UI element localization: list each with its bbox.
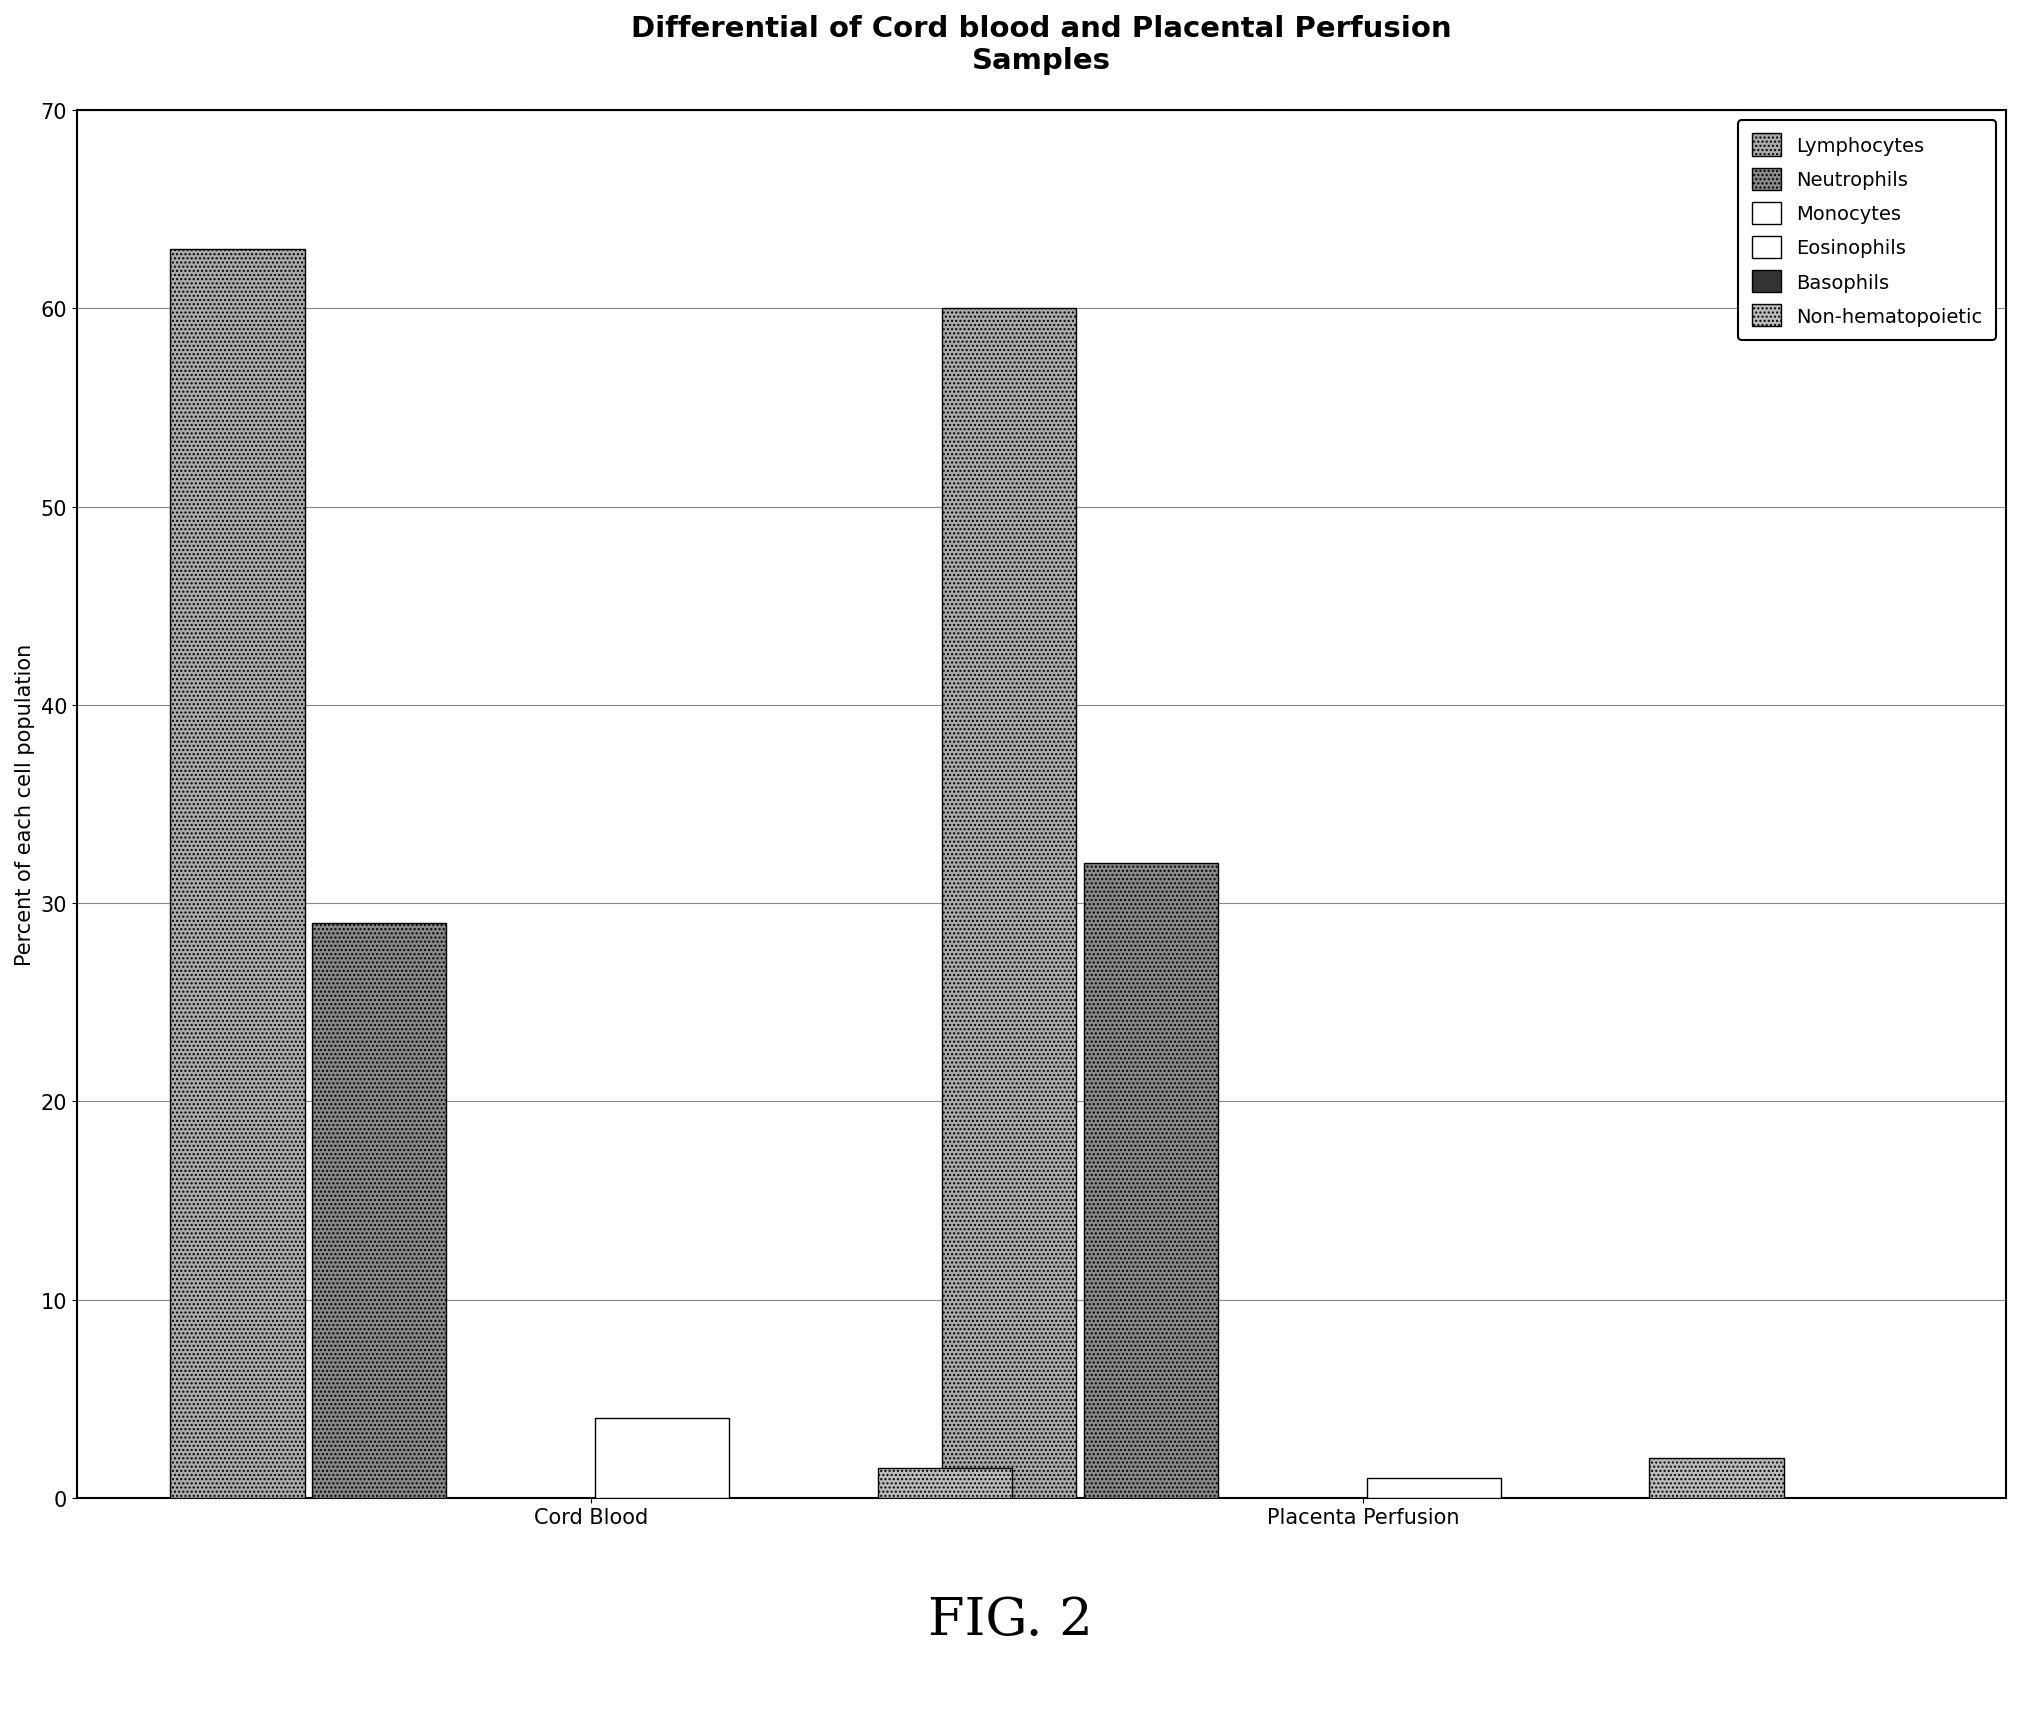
Bar — [1366, 1477, 1502, 1498]
Bar — [877, 1469, 1013, 1498]
Bar — [170, 250, 305, 1498]
Bar — [1649, 1459, 1785, 1498]
Bar — [942, 309, 1077, 1498]
Title: Differential of Cord blood and Placental Perfusion
Samples: Differential of Cord blood and Placental… — [631, 15, 1451, 75]
Legend: Lymphocytes, Neutrophils, Monocytes, Eosinophils, Basophils, Non-hematopoietic: Lymphocytes, Neutrophils, Monocytes, Eos… — [1738, 120, 1997, 341]
Text: FIG. 2: FIG. 2 — [928, 1594, 1093, 1645]
Y-axis label: Percent of each cell population: Percent of each cell population — [14, 643, 34, 965]
Bar — [1083, 864, 1219, 1498]
Bar — [594, 1419, 730, 1498]
Bar — [311, 924, 447, 1498]
